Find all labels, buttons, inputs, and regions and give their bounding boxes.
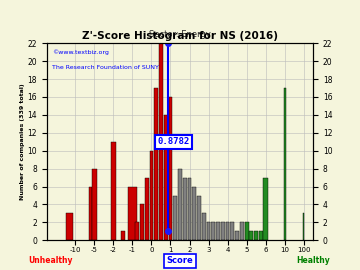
Bar bbox=[164, 115, 168, 240]
Bar bbox=[154, 88, 158, 240]
Bar bbox=[207, 222, 211, 240]
Bar bbox=[240, 222, 244, 240]
Bar bbox=[245, 222, 248, 240]
Bar bbox=[121, 231, 125, 240]
Bar bbox=[173, 195, 177, 240]
Bar bbox=[89, 187, 92, 240]
Bar bbox=[140, 204, 144, 240]
Title: Z'-Score Histogram for NS (2016): Z'-Score Histogram for NS (2016) bbox=[82, 31, 278, 41]
Text: The Research Foundation of SUNY: The Research Foundation of SUNY bbox=[52, 65, 159, 70]
Bar bbox=[254, 231, 258, 240]
Bar bbox=[202, 213, 206, 240]
Bar bbox=[235, 231, 239, 240]
Bar bbox=[259, 231, 263, 240]
Bar bbox=[178, 169, 182, 240]
Bar bbox=[303, 213, 304, 240]
Bar bbox=[128, 187, 137, 240]
Bar bbox=[284, 88, 285, 240]
Bar bbox=[226, 222, 229, 240]
Text: Unhealthy: Unhealthy bbox=[28, 256, 73, 265]
Bar bbox=[135, 222, 139, 240]
Text: Healthy: Healthy bbox=[296, 256, 330, 265]
Bar bbox=[249, 231, 253, 240]
Bar bbox=[211, 222, 215, 240]
Bar bbox=[92, 169, 96, 240]
Bar bbox=[230, 222, 234, 240]
Bar bbox=[183, 178, 186, 240]
Bar bbox=[149, 151, 153, 240]
Bar bbox=[221, 222, 225, 240]
Bar bbox=[197, 195, 201, 240]
Y-axis label: Number of companies (339 total): Number of companies (339 total) bbox=[20, 83, 25, 200]
Bar bbox=[159, 43, 163, 240]
Bar bbox=[111, 142, 116, 240]
Text: Score: Score bbox=[167, 256, 193, 265]
Bar bbox=[66, 213, 73, 240]
Bar bbox=[192, 187, 196, 240]
Text: ©www.textbiz.org: ©www.textbiz.org bbox=[52, 49, 109, 55]
Bar bbox=[145, 178, 149, 240]
Text: Sector: Energy: Sector: Energy bbox=[149, 30, 211, 39]
Bar bbox=[188, 178, 192, 240]
Bar bbox=[216, 222, 220, 240]
Text: 0.8782: 0.8782 bbox=[157, 137, 189, 146]
Bar bbox=[263, 178, 268, 240]
Bar bbox=[168, 97, 172, 240]
